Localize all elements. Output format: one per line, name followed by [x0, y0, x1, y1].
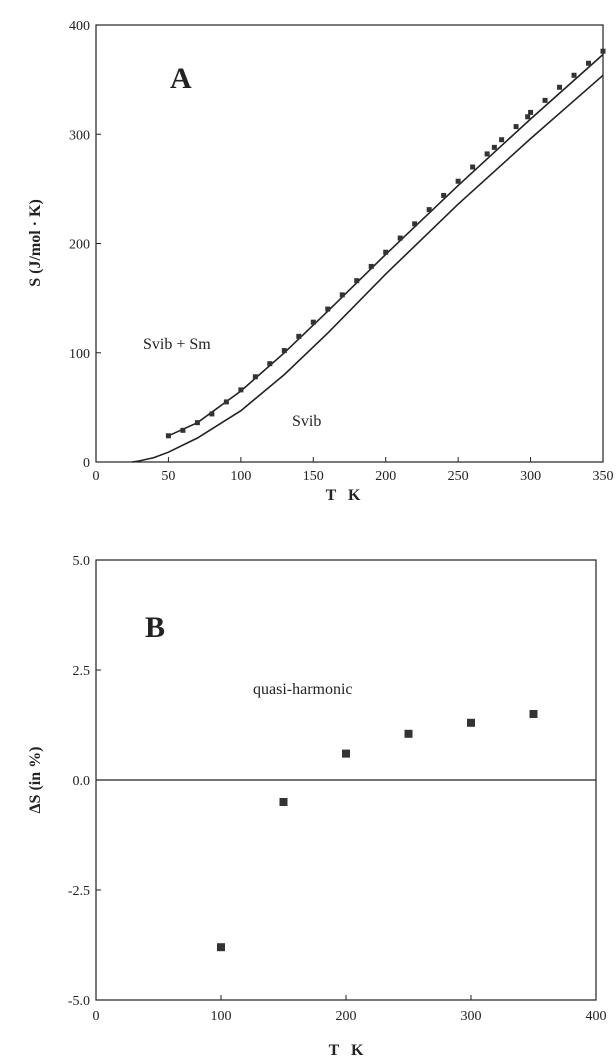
panel-b-annotation-quasi-harmonic: quasi-harmonic [253, 681, 353, 698]
panel-a-data-point [180, 427, 186, 433]
panel-b-x-tick-label: 200 [336, 1009, 357, 1024]
panel-b-data-point [529, 710, 538, 718]
panel-a-x-tick-label: 300 [520, 469, 541, 484]
panel-a-y-axis-label: S (J/mol · K) [27, 199, 44, 287]
panel-a-data-point [223, 399, 229, 405]
panel-a-annotation-svib: Svib [292, 413, 321, 430]
panel-a-data-point [238, 387, 244, 393]
panel-a-x-tick-label: 100 [230, 469, 251, 484]
panel-a-data-point [484, 151, 490, 157]
panel-a-data-point [325, 306, 331, 312]
panel-a-y-tick-label: 200 [69, 238, 90, 253]
panel-a-y-tick-label: 400 [69, 19, 90, 34]
panel-a-data-point [412, 221, 418, 227]
panel-a-x-axis-label: T K [326, 487, 361, 504]
panel-a-data-point [557, 84, 563, 90]
panel-a-data-point [528, 109, 534, 115]
panel-a-y-tick-label: 0 [83, 456, 90, 471]
panel-a-data-point [499, 137, 505, 143]
panel-b: B quasi-harmonic T K ΔS (in %) 0 100 200 30… [27, 554, 607, 1059]
panel-a-data-point [209, 411, 215, 417]
panel-a-curve-svib [132, 74, 604, 463]
panel-a-x-tick-label: 200 [375, 469, 396, 484]
panel-b-y-tick-label: 5.0 [73, 554, 91, 569]
panel-a-y-tick-label: 100 [69, 347, 90, 362]
panel-a-curve-svib-sm [168, 53, 604, 437]
panel-a-x-tick-label: 50 [161, 469, 175, 484]
panel-b-data-point [342, 749, 350, 758]
panel-a-data-point [165, 433, 171, 439]
panel-a-letter: A [170, 62, 192, 95]
panel-a: A Svib + Sm Svib T K S (J/mol · K) 0 50 10… [27, 19, 614, 504]
panel-b-x-tick-label: 300 [461, 1009, 482, 1024]
panel-a-data-point [281, 348, 287, 354]
panel-b-x-tick-label: 400 [586, 1009, 607, 1024]
panel-a-data-point [491, 144, 497, 150]
panel-b-y-tick-label: -5.0 [68, 994, 90, 1009]
panel-b-y-tick-label: -2.5 [68, 884, 90, 899]
panel-a-data-point [470, 164, 476, 170]
panel-a-data-point [267, 361, 273, 367]
panel-a-data-point [600, 48, 606, 54]
panel-b-data-point [404, 729, 413, 738]
panel-a-x-tick-label: 250 [448, 469, 469, 484]
panel-a-data-point [455, 178, 461, 184]
panel-a-data-point [296, 333, 302, 339]
panel-a-data-point [571, 72, 577, 78]
panel-b-x-tick-label: 0 [93, 1009, 100, 1024]
panel-a-data-point [426, 207, 432, 213]
panel-a-data-point [354, 278, 360, 284]
panel-a-data-point [525, 114, 531, 120]
panel-b-y-tick-label: 2.5 [73, 664, 91, 679]
panel-a-x-tick-label: 150 [303, 469, 324, 484]
panel-a-data-point [339, 292, 345, 298]
panel-a-data-point [586, 60, 592, 66]
panel-a-x-tick-label: 350 [593, 469, 614, 484]
panel-a-data-point [383, 249, 389, 255]
panel-b-data-point [217, 943, 225, 952]
panel-b-data-point [467, 718, 475, 727]
panel-a-data-point [310, 319, 316, 325]
panel-a-data-point [252, 374, 258, 380]
panel-a-x-tick-label: 0 [93, 469, 100, 484]
panel-b-x-axis-label: T K [329, 1042, 364, 1059]
panel-a-data-point [513, 124, 519, 130]
panel-a-data-point [194, 420, 200, 426]
panel-b-letter: B [145, 611, 165, 644]
panel-a-data-point [397, 235, 403, 241]
panel-b-y-tick-label: 0.0 [73, 774, 91, 789]
panel-b-x-tick-label: 100 [211, 1009, 232, 1024]
panel-a-data-point [441, 192, 447, 198]
panel-a-data-point [368, 263, 374, 269]
panel-a-data-point [542, 97, 548, 103]
panel-b-data-point [279, 798, 288, 806]
panel-b-y-axis-label: ΔS (in %) [27, 747, 44, 814]
panel-a-y-tick-label: 300 [69, 128, 90, 143]
panel-a-annotation-svib-sm: Svib + Sm [143, 336, 211, 353]
